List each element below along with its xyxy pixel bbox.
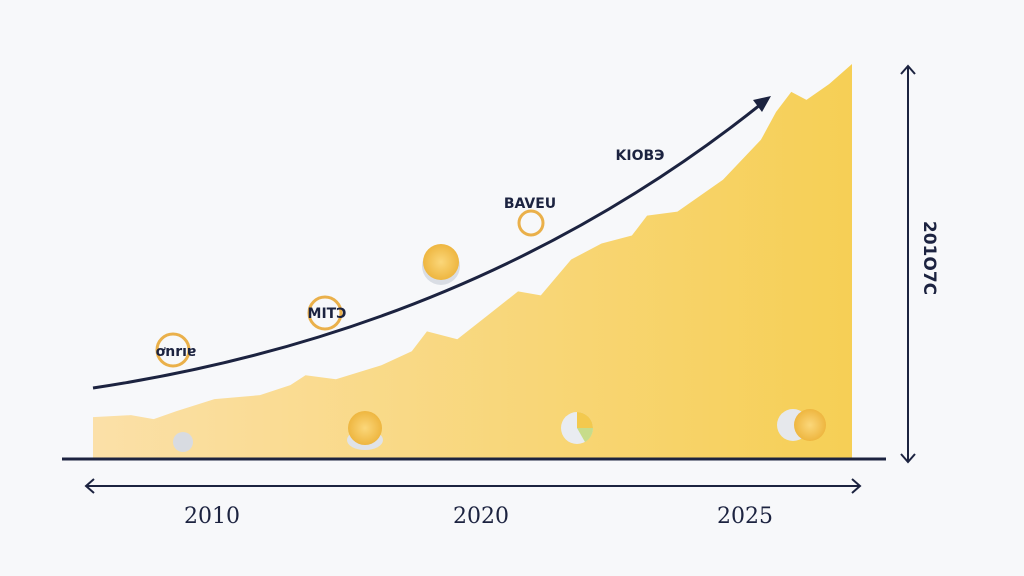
annotation-label: KIOBЭ xyxy=(616,148,665,164)
pie-chart-icon xyxy=(561,412,594,444)
coin-icon xyxy=(422,244,460,285)
coins-icon xyxy=(777,409,826,441)
x-tick-label: 2020 xyxy=(453,504,509,529)
y-range-arrow xyxy=(900,64,916,464)
y-axis-label: 201O7C xyxy=(919,221,939,295)
annotation-label: ơnrıɐ xyxy=(156,344,197,360)
trend-line xyxy=(92,99,766,390)
annotation-label: MITƆ xyxy=(308,306,347,322)
bubble-icon xyxy=(173,432,193,452)
x-tick-label: 2010 xyxy=(184,504,240,529)
area-series xyxy=(93,63,852,460)
coin-stack-icon xyxy=(347,411,383,450)
x-tick-label: 2025 xyxy=(717,504,773,529)
trend-arrowhead xyxy=(753,96,771,112)
x-range-arrow xyxy=(84,478,862,494)
badge-icon xyxy=(155,209,545,368)
annotation-label: BAVEU xyxy=(504,196,556,212)
